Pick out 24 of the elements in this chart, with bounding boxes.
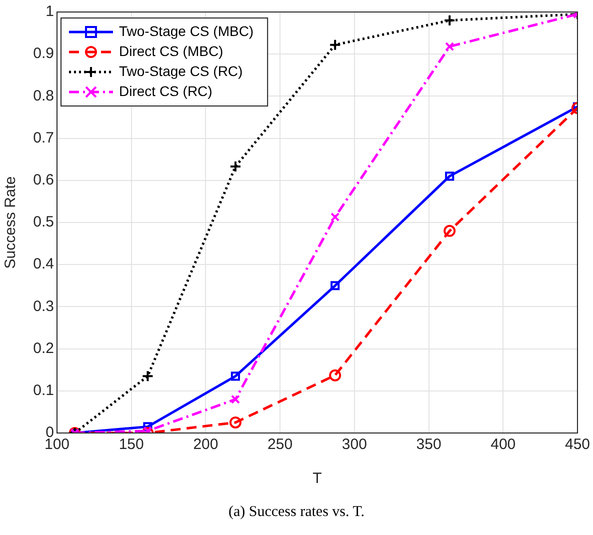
y-tick-label: 0.4 (33, 256, 54, 273)
x-tick-label: 400 (490, 436, 516, 454)
y-tick-label: 0.5 (33, 214, 54, 231)
x-tick-label: 350 (416, 436, 442, 454)
legend-label: Direct CS (MBC) (119, 42, 224, 59)
x-tick-label: 150 (118, 436, 144, 454)
x-tick-label: 200 (193, 436, 218, 454)
y-tick-label: 1 (46, 3, 54, 20)
x-axis-title: T (312, 470, 322, 488)
text: (a) Success rates vs. T. (227, 504, 366, 521)
x-tick-label: 450 (564, 436, 590, 454)
legend-label: Two-Stage CS (RC) (119, 62, 243, 79)
x-tick-label: 300 (342, 436, 367, 454)
y-tick-label: 0.6 (33, 172, 54, 189)
y-tick-label: 0.2 (33, 340, 54, 357)
x-tick-label: 250 (268, 436, 293, 454)
legend-label: Direct CS (RC) (119, 82, 212, 99)
y-tick-label: 0.3 (33, 298, 54, 315)
legend-label: Two-Stage CS (MBC) (119, 22, 254, 39)
y-tick-label: 0.1 (33, 382, 54, 400)
y-axis-title: Success Rate (2, 176, 20, 269)
y-tick-label: 0.9 (33, 45, 54, 62)
y-tick-label: 0.8 (33, 87, 54, 104)
y-tick-label: 0.7 (33, 129, 54, 146)
